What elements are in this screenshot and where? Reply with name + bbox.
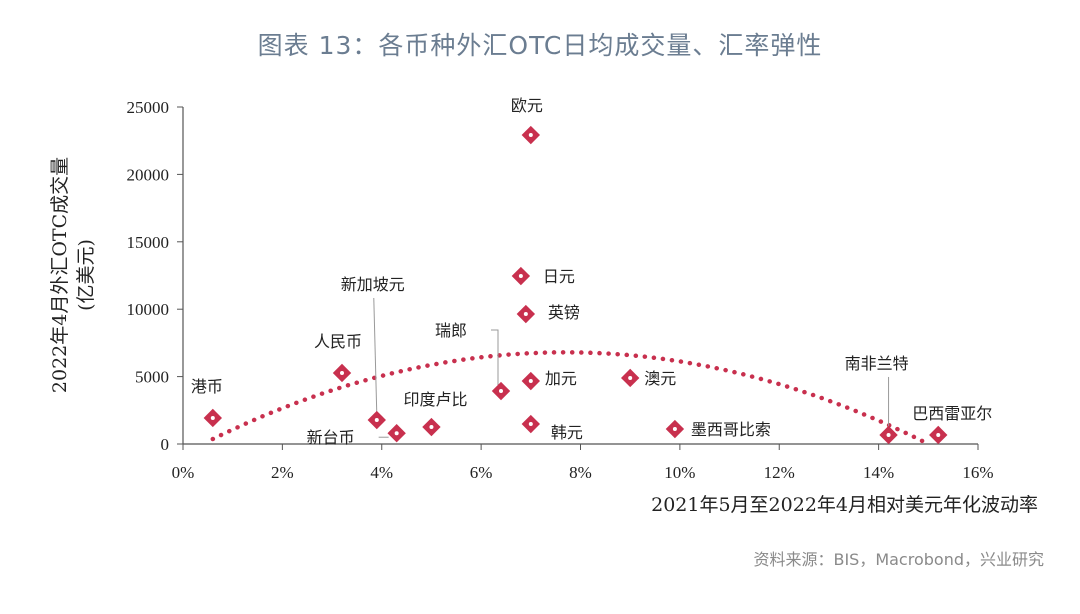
data-point-label: 港币 bbox=[191, 377, 223, 396]
data-point-marker-center bbox=[518, 274, 523, 279]
data-point-label: 欧元 bbox=[511, 96, 543, 115]
data-point-label: 印度卢比 bbox=[403, 390, 467, 409]
data-point-marker-center bbox=[429, 425, 434, 430]
data-point-marker-center bbox=[528, 379, 533, 384]
data-point-label: 日元 bbox=[543, 267, 575, 286]
trend-line bbox=[210, 350, 931, 447]
y-axis-title: 2022年4月外汇OTC成交量 bbox=[49, 157, 71, 393]
y-tick-label: 25000 bbox=[127, 98, 170, 117]
x-tick-label: 8% bbox=[569, 463, 592, 482]
y-tick-label: 0 bbox=[161, 435, 170, 454]
x-tick-label: 6% bbox=[470, 463, 493, 482]
data-point-label: 新加坡元 bbox=[341, 275, 405, 294]
x-tick-label: 16% bbox=[962, 463, 993, 482]
data-point-marker-center bbox=[394, 431, 399, 436]
data-point-label: 澳元 bbox=[644, 369, 676, 388]
x-tick-label: 0% bbox=[172, 463, 195, 482]
data-point-label: 瑞郎 bbox=[435, 321, 467, 340]
y-tick-label: 20000 bbox=[127, 165, 170, 184]
data-point-label: 新台币 bbox=[307, 428, 355, 447]
x-axis-title: 2021年5月至2022年4月相对美元年化波动率 bbox=[651, 494, 1038, 516]
data-point-marker-center bbox=[528, 133, 533, 138]
x-tick-label: 12% bbox=[764, 463, 795, 482]
label-leader-line bbox=[373, 297, 378, 415]
y-tick-label: 10000 bbox=[127, 300, 170, 319]
x-tick-label: 14% bbox=[863, 463, 894, 482]
data-point-label: 加元 bbox=[545, 369, 577, 388]
data-point-label: 韩元 bbox=[551, 423, 583, 442]
data-point-marker-center bbox=[340, 370, 344, 375]
data-point-label: 人民币 bbox=[314, 332, 362, 351]
data-point-marker-center bbox=[886, 432, 891, 437]
data-point-label: 英镑 bbox=[548, 303, 580, 322]
y-tick-label: 5000 bbox=[135, 368, 169, 387]
data-point-label: 墨西哥比索 bbox=[691, 420, 771, 439]
data-point-marker-center bbox=[374, 418, 379, 423]
x-tick-label: 10% bbox=[664, 463, 695, 482]
label-leader-line bbox=[491, 329, 499, 386]
y-axis-unit: (亿美元) bbox=[75, 239, 97, 311]
data-point-marker-center bbox=[523, 312, 528, 317]
data-point-marker-center bbox=[528, 422, 533, 427]
x-tick-label: 4% bbox=[370, 463, 393, 482]
source-note: 资料来源：BIS，Macrobond，兴业研究 bbox=[753, 550, 1044, 569]
data-point-marker-center bbox=[936, 432, 941, 437]
data-point-marker-center bbox=[628, 375, 633, 380]
data-point-label: 巴西雷亚尔 bbox=[912, 404, 992, 423]
y-tick-label: 15000 bbox=[127, 233, 170, 252]
x-tick-label: 2% bbox=[271, 463, 294, 482]
data-point-marker-center bbox=[210, 415, 215, 420]
data-point-marker-center bbox=[499, 389, 503, 394]
chart-title: 图表 13：各币种外汇OTC日均成交量、汇率弹性 bbox=[257, 31, 823, 60]
data-point-marker-center bbox=[672, 427, 677, 432]
data-point-label: 南非兰特 bbox=[845, 354, 909, 373]
